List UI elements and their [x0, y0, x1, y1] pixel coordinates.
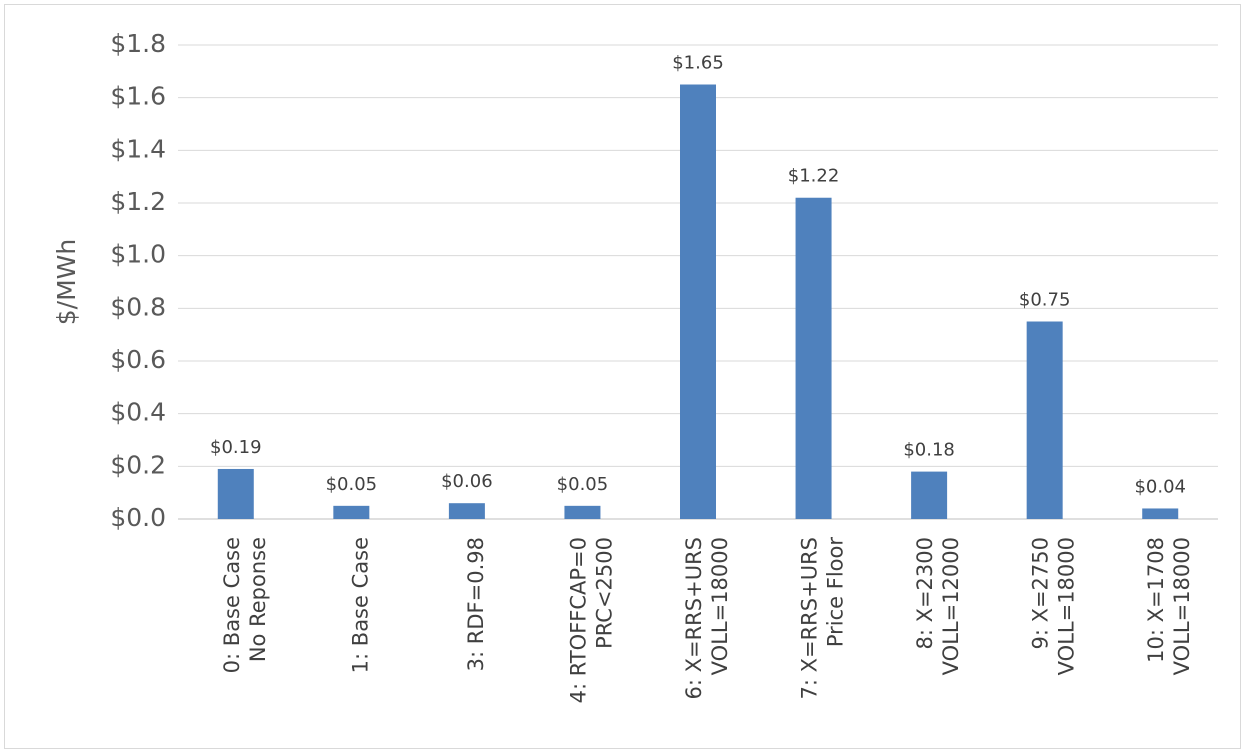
data-labels: $0.19 $0.05 $0.06 $0.05 $1.65 $1.22 $0.18 $0.75…	[210, 53, 1186, 498]
data-label: $0.05	[326, 474, 378, 495]
y-tick-label: $0.4	[110, 398, 166, 427]
bar	[564, 505, 601, 519]
bars	[217, 84, 1179, 519]
category-label-line: VOLL=12000	[939, 537, 963, 675]
data-label: $1.22	[788, 166, 840, 187]
category-label-line: 6: X=RRS+URS	[682, 537, 706, 700]
y-axis-ticks: $0.0 $0.2 $0.4 $0.6 $0.8 $1.0 $1.2 $1.4 $1.6 $1.8	[110, 29, 166, 532]
data-label: $0.05	[557, 474, 609, 495]
data-label: $0.06	[441, 471, 493, 492]
category-label-line: Price Floor	[824, 537, 848, 648]
category-label: 8: X=2300 VOLL=12000	[913, 537, 963, 675]
category-label: 4: RTOFFCAP=0 PRC<2500	[566, 537, 616, 703]
category-label: 10: X=1708 VOLL=18000	[1144, 537, 1194, 675]
data-label: $0.04	[1134, 476, 1186, 497]
bar	[795, 197, 832, 519]
category-label: 7: X=RRS+URS Price Floor	[798, 537, 848, 700]
chart-frame	[4, 4, 1241, 749]
y-tick-label: $1.0	[110, 240, 166, 269]
y-tick-label: $0.0	[110, 503, 166, 532]
category-label-line: VOLL=18000	[1055, 537, 1079, 675]
y-tick-label: $1.6	[110, 82, 166, 111]
category-label-line: 4: RTOFFCAP=0	[566, 537, 590, 703]
y-tick-label: $1.8	[110, 29, 166, 58]
category-label: 0: Base Case No Reponse	[220, 537, 270, 673]
data-label: $0.75	[1019, 290, 1071, 311]
category-label-line: 0: Base Case	[220, 537, 244, 673]
data-label: $0.19	[210, 437, 262, 458]
data-label: $0.18	[903, 440, 955, 461]
category-label-line: VOLL=18000	[1170, 537, 1194, 675]
category-label: 9: X=2750 VOLL=18000	[1029, 537, 1079, 675]
category-label-line: VOLL=18000	[708, 537, 732, 675]
category-label-line: 3: RDF=0.98	[464, 537, 488, 671]
category-label-line: 10: X=1708	[1144, 537, 1168, 663]
category-label-line: 1: Base Case	[348, 537, 372, 673]
category-label-line: PRC<2500	[592, 537, 616, 649]
bar	[680, 84, 716, 519]
category-label: 1: Base Case	[348, 537, 372, 673]
y-tick-label: $1.2	[110, 187, 166, 216]
bar	[217, 468, 254, 519]
data-label: $1.65	[672, 53, 724, 74]
category-label: 6: X=RRS+URS VOLL=18000	[682, 537, 732, 700]
category-label-line: 8: X=2300	[913, 537, 937, 650]
bar	[911, 471, 948, 519]
y-tick-label: $0.2	[110, 450, 166, 479]
bar	[1026, 321, 1063, 519]
y-tick-label: $0.8	[110, 292, 166, 321]
y-axis-label: $/MWh	[52, 239, 81, 325]
category-labels: 0: Base Case No Reponse 1: Base Case 3: RDF…	[220, 537, 1194, 704]
bar	[333, 505, 370, 519]
bar	[448, 503, 485, 519]
category-label-line: No Reponse	[246, 537, 270, 662]
y-tick-label: $1.4	[110, 134, 166, 163]
category-label-line: 7: X=RRS+URS	[798, 537, 822, 700]
bar	[1142, 508, 1179, 519]
y-tick-label: $0.6	[110, 345, 166, 374]
category-label-line: 9: X=2750	[1029, 537, 1053, 650]
category-label: 3: RDF=0.98	[464, 537, 488, 671]
